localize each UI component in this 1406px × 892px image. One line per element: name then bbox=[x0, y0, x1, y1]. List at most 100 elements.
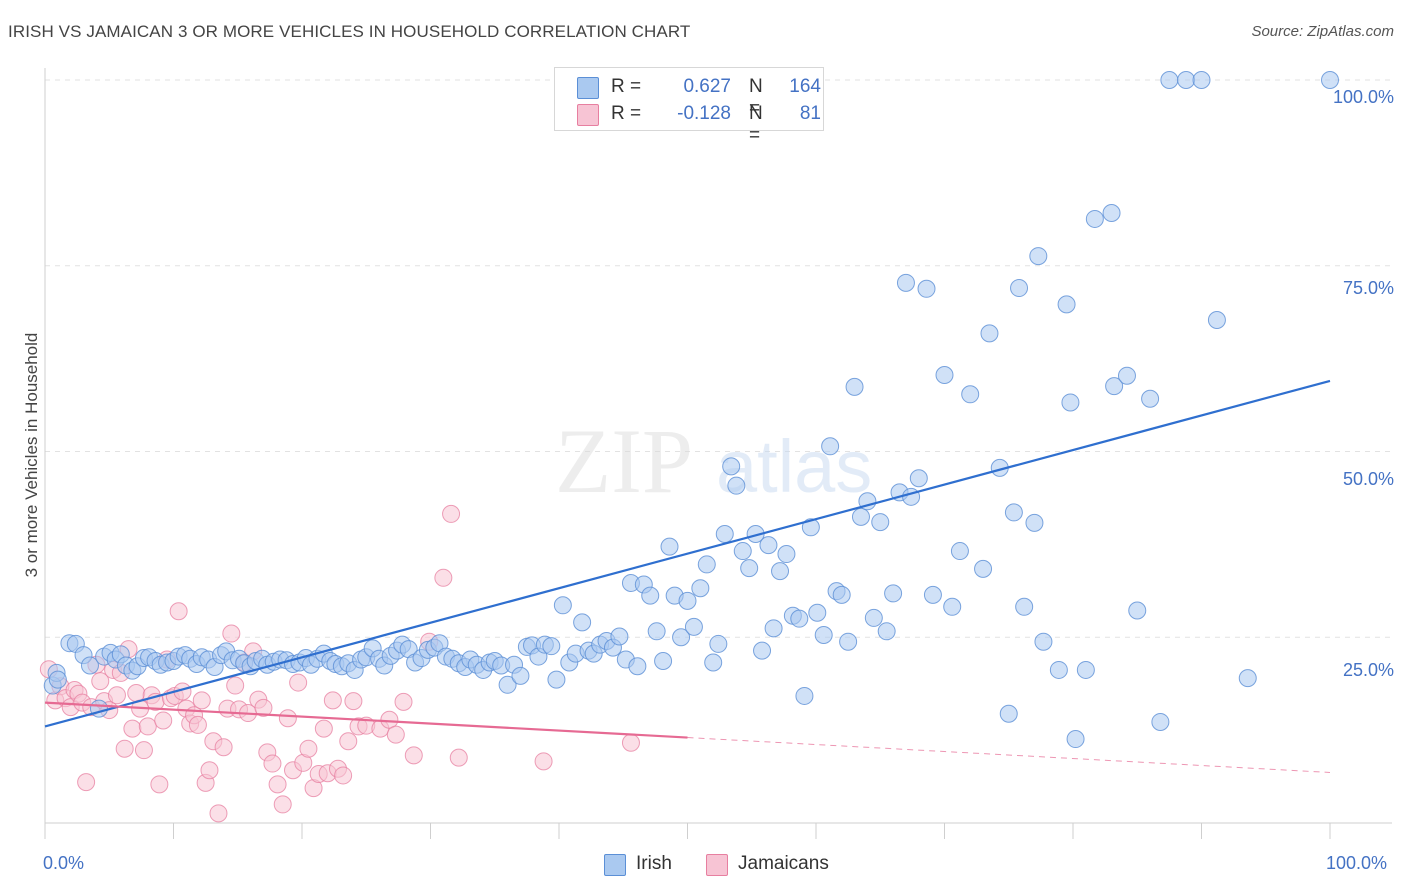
y-tick-25: 25.0% bbox=[1342, 660, 1394, 680]
irish-point bbox=[722, 457, 741, 476]
jamaicans-point bbox=[344, 692, 363, 711]
irish-point bbox=[1321, 71, 1339, 89]
irish-point bbox=[961, 385, 980, 404]
irish-point bbox=[498, 675, 517, 694]
irish-point bbox=[1151, 712, 1170, 731]
jamaicans-trend-extension bbox=[687, 737, 1331, 773]
jamaicans-point bbox=[123, 719, 142, 738]
irish-point bbox=[832, 585, 851, 604]
irish-point bbox=[1117, 366, 1136, 385]
jamaicans-point bbox=[404, 746, 423, 765]
jamaicans-point bbox=[115, 739, 134, 758]
jamaicans-point bbox=[299, 739, 318, 758]
source-label: Source: ZipAtlas.com bbox=[1251, 23, 1394, 40]
grid-lines bbox=[45, 79, 1392, 638]
stats-legend: R = 0.627 N = 164 R = -0.128 N = 81 bbox=[554, 67, 824, 146]
jamaicans-point bbox=[273, 795, 292, 814]
irish-point bbox=[1015, 597, 1034, 616]
irish-point bbox=[771, 562, 790, 581]
irish-point bbox=[678, 591, 697, 610]
irish-point bbox=[740, 559, 759, 578]
irish-point bbox=[950, 542, 969, 561]
jamaicans-point bbox=[386, 725, 405, 744]
irish-point bbox=[943, 597, 962, 616]
jamaicans-point bbox=[314, 719, 333, 738]
irish-point bbox=[660, 537, 679, 556]
irish-point bbox=[801, 518, 820, 537]
irish-point bbox=[923, 585, 942, 604]
jamaicans-point bbox=[134, 741, 153, 760]
irish-point bbox=[628, 657, 647, 676]
irish-point bbox=[733, 542, 752, 561]
irish-point bbox=[845, 377, 864, 396]
irish-point bbox=[573, 613, 592, 632]
irish-point bbox=[80, 656, 99, 675]
irish-point bbox=[1192, 71, 1211, 89]
irish-point bbox=[704, 653, 723, 672]
irish-point bbox=[1066, 730, 1085, 749]
jamaicans-point bbox=[621, 733, 640, 752]
irish-point bbox=[917, 279, 936, 298]
jamaicans-point bbox=[449, 748, 468, 767]
irish-point bbox=[1177, 71, 1196, 89]
jamaicans-points bbox=[39, 504, 640, 823]
jamaicans-point bbox=[380, 710, 399, 729]
jamaicans-r-value: -0.128 bbox=[677, 103, 731, 124]
irish-trend-line bbox=[44, 379, 1331, 728]
jamaicans-point bbox=[434, 568, 453, 587]
irish-point bbox=[1034, 632, 1053, 651]
jamaicans-point bbox=[200, 761, 219, 780]
irish-point bbox=[1049, 660, 1068, 679]
jamaicans-point bbox=[263, 754, 282, 773]
irish-point bbox=[542, 637, 561, 656]
irish-r-value: 0.627 bbox=[683, 76, 731, 97]
irish-point bbox=[684, 617, 703, 636]
y-tick-100: 100.0% bbox=[1332, 87, 1394, 107]
r-label: R = bbox=[611, 103, 642, 124]
jamaicans-point bbox=[278, 709, 297, 728]
irish-point bbox=[1025, 513, 1044, 532]
irish-point bbox=[697, 555, 716, 574]
irish-point bbox=[1029, 247, 1048, 266]
irish-point bbox=[759, 536, 778, 555]
r-label: R = bbox=[611, 76, 642, 97]
irish-point bbox=[1010, 279, 1029, 298]
axes bbox=[44, 68, 1392, 839]
irish-point bbox=[821, 437, 840, 456]
irish-point bbox=[808, 603, 827, 622]
irish-points bbox=[43, 71, 1339, 749]
irish-point bbox=[709, 634, 728, 653]
irish-point bbox=[753, 641, 772, 660]
irish-point bbox=[647, 622, 666, 641]
irish-point bbox=[48, 670, 67, 689]
irish-point bbox=[610, 627, 629, 646]
jamaicans-legend-swatch bbox=[706, 854, 728, 876]
jamaicans-legend-label: Jamaicans bbox=[738, 853, 829, 874]
irish-point bbox=[871, 513, 890, 532]
irish-point bbox=[1128, 601, 1147, 620]
jamaicans-swatch bbox=[577, 104, 599, 126]
irish-point bbox=[851, 507, 870, 526]
irish-point bbox=[511, 666, 530, 685]
jamaicans-point bbox=[192, 691, 211, 710]
watermark-zip: ZIP bbox=[555, 410, 693, 512]
jamaicans-point bbox=[534, 752, 553, 771]
irish-legend-swatch bbox=[604, 854, 626, 876]
irish-point bbox=[1102, 203, 1121, 222]
irish-point bbox=[790, 609, 809, 628]
irish-point bbox=[909, 469, 928, 488]
jamaicans-point bbox=[107, 686, 126, 705]
irish-point bbox=[864, 608, 883, 627]
jamaicans-point bbox=[394, 692, 413, 711]
irish-point bbox=[974, 559, 993, 578]
trend-lines bbox=[44, 379, 1331, 773]
jamaicans-point bbox=[289, 673, 308, 692]
irish-point bbox=[884, 584, 903, 603]
jamaicans-point bbox=[91, 672, 110, 691]
irish-point bbox=[1076, 660, 1095, 679]
irish-point bbox=[839, 632, 858, 651]
irish-point bbox=[1105, 377, 1124, 396]
watermark-atlas: atlas bbox=[716, 425, 872, 508]
irish-swatch bbox=[577, 77, 599, 99]
n-label: N = bbox=[749, 103, 763, 146]
